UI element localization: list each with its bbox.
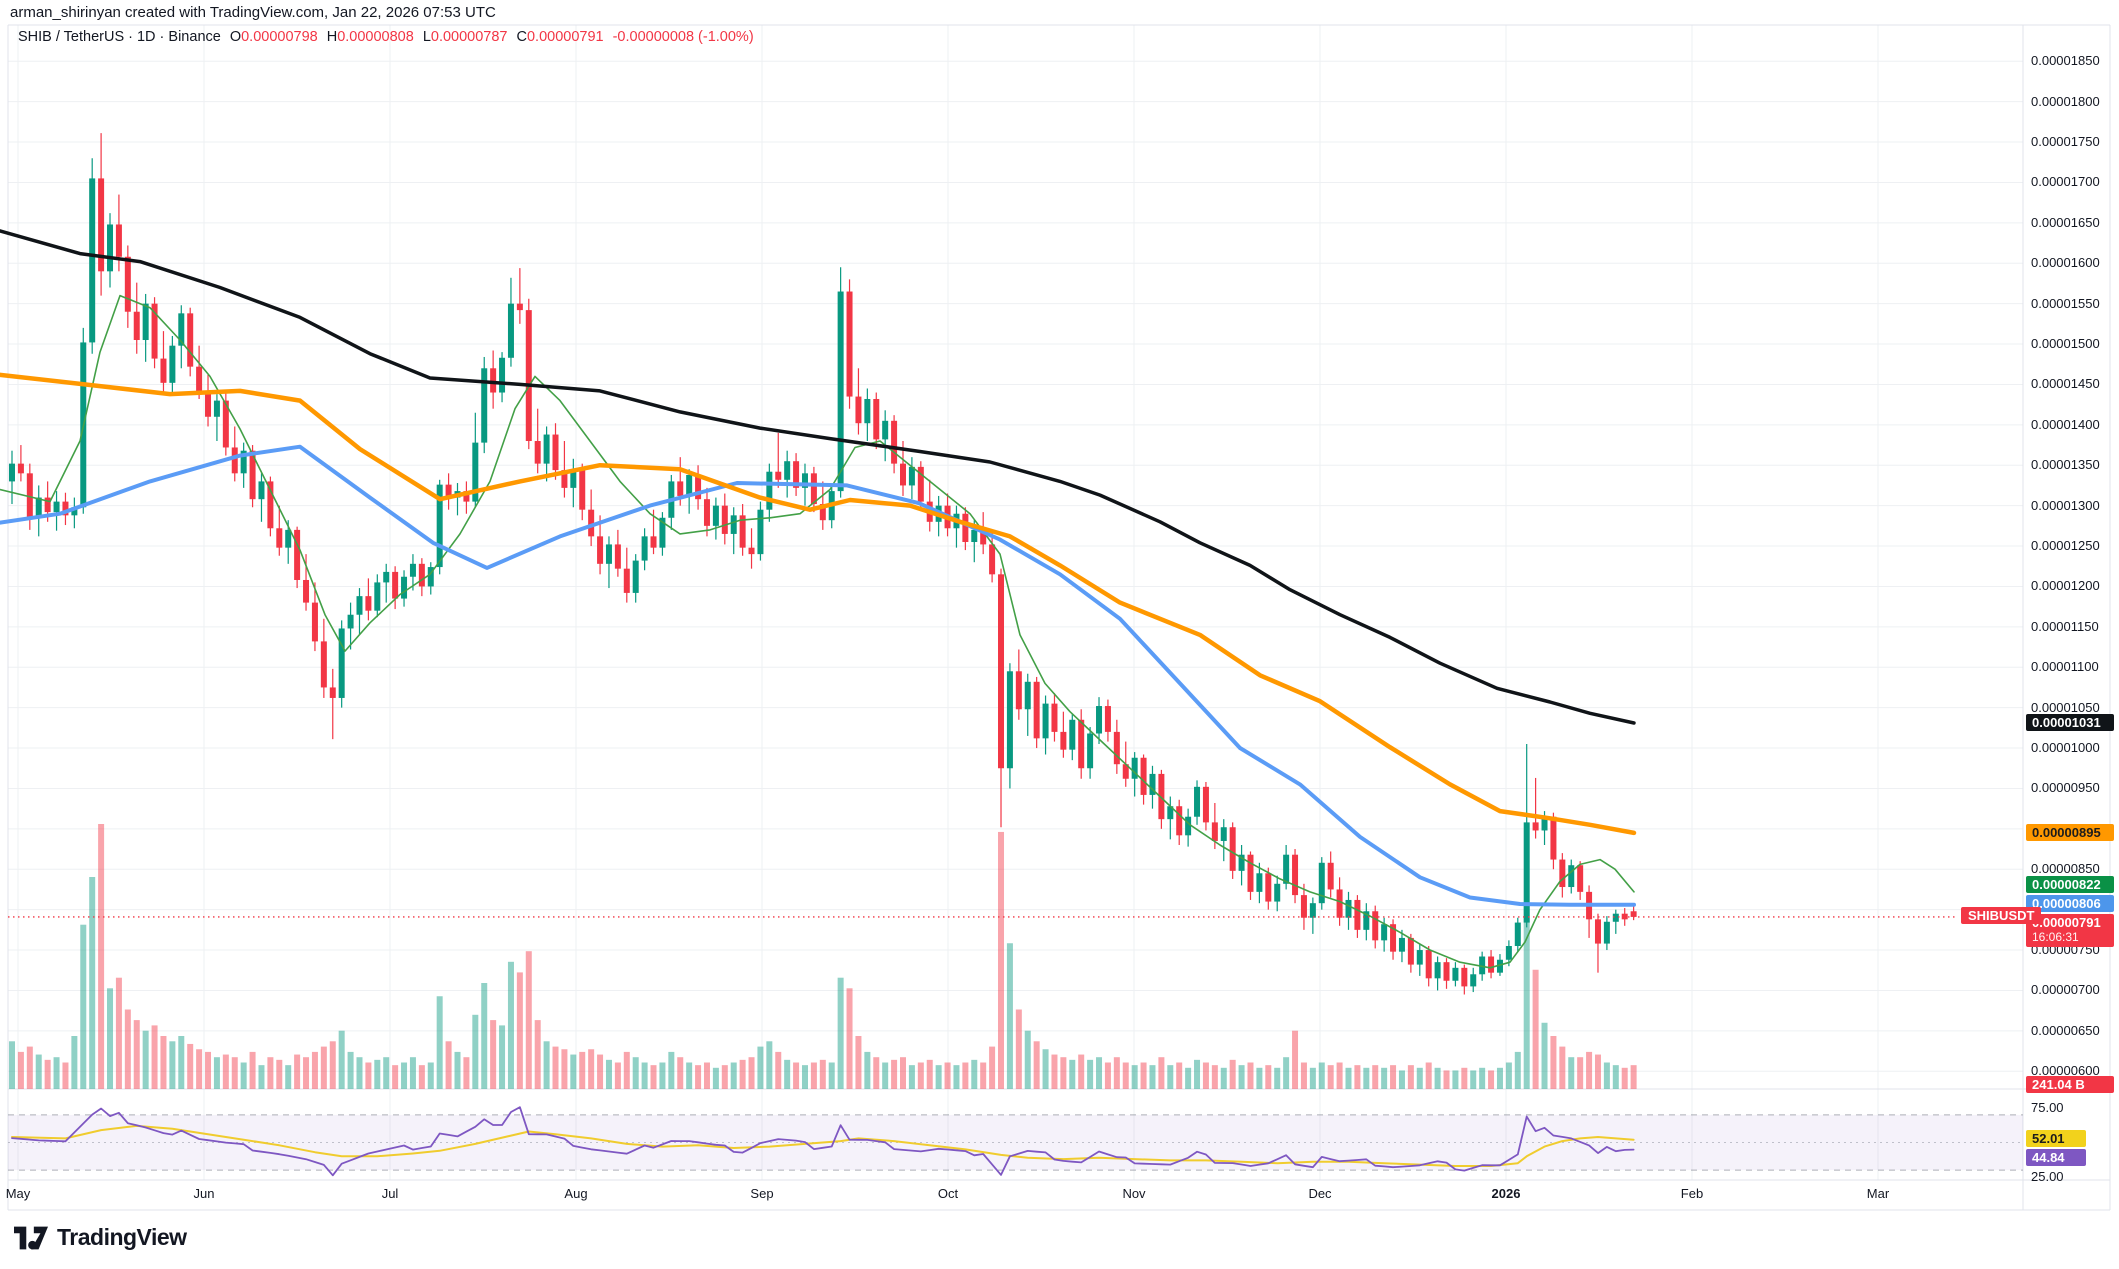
rsi-upper-label: 75.00 — [2031, 1100, 2064, 1115]
time-tick-label[interactable]: Mar — [1866, 1186, 1890, 1201]
low-value: L0.00000787 — [422, 29, 508, 45]
price-tick-label[interactable]: 0.00001550 — [2031, 295, 2100, 311]
price-tick-label[interactable]: 0.00001250 — [2031, 538, 2100, 554]
ohlc-legend: SHIB / TetherUS · 1D · Binance O0.000007… — [18, 29, 754, 45]
time-tick-label[interactable]: 2026 — [1491, 1186, 1521, 1201]
time-tick-label[interactable]: Sep — [750, 1186, 774, 1201]
price-tick-label[interactable]: 0.00001500 — [2031, 336, 2100, 352]
price-tick-label[interactable]: 0.00000850 — [2031, 861, 2100, 877]
rsi-ma-line — [11, 1124, 1635, 1167]
price-tick-label[interactable]: 0.00000950 — [2031, 780, 2100, 796]
last-price-value: 0.00000791 — [2032, 915, 2101, 930]
change-value: -0.00000008 (-1.00%) — [612, 29, 754, 45]
ma-blue-line — [0, 444, 1636, 907]
ma-black-badge: 0.00001031 — [2026, 714, 2114, 731]
price-tick-label[interactable]: 0.00000700 — [2031, 982, 2100, 998]
close-value: C0.00000791 — [516, 29, 604, 45]
price-tick-label[interactable]: 0.00001700 — [2031, 174, 2100, 190]
rsi-line — [11, 1106, 1635, 1177]
symbol-title[interactable]: SHIB / TetherUS · 1D · Binance — [18, 29, 221, 45]
price-tick-label[interactable]: 0.00001100 — [2031, 659, 2099, 675]
price-tick-label[interactable]: 0.00001650 — [2031, 214, 2100, 230]
rsi-ma-badge: 52.01 — [2026, 1130, 2086, 1147]
price-tick-label[interactable]: 0.00001300 — [2031, 497, 2100, 513]
price-tick-label[interactable]: 0.00001350 — [2031, 457, 2100, 473]
ma-blue-badge: 0.00000806 — [2026, 895, 2114, 912]
price-tick-label[interactable]: 0.00001400 — [2031, 416, 2100, 432]
rsi-badge: 44.84 — [2026, 1149, 2086, 1166]
time-tick-label[interactable]: Aug — [564, 1186, 588, 1201]
ma-black-line — [0, 229, 1636, 725]
open-value: O0.00000798 — [229, 29, 318, 45]
volume-layer — [9, 824, 1637, 1089]
time-tick-label[interactable]: Dec — [1308, 1186, 1332, 1201]
ma-orange-line — [0, 372, 1637, 836]
attribution-text: arman_shirinyan created with TradingView… — [10, 4, 496, 21]
grid-layer — [8, 25, 2023, 1180]
time-tick-label[interactable]: Jun — [193, 1186, 215, 1201]
price-tick-label[interactable]: 0.00001450 — [2031, 376, 2100, 392]
symbol-price-marker: SHIBUSDT — [1961, 907, 2042, 924]
time-tick-label[interactable]: May — [5, 1186, 31, 1201]
countdown-timer: 16:06:31 — [2032, 930, 2079, 944]
high-value: H0.00000808 — [326, 29, 414, 45]
tradingview-watermark[interactable]: TradingView — [14, 1224, 187, 1251]
price-tick-label[interactable]: 0.00001750 — [2031, 134, 2100, 150]
rsi-band — [8, 1114, 2023, 1171]
price-tick-label[interactable]: 0.00001600 — [2031, 255, 2100, 271]
ma-green-badge: 0.00000822 — [2026, 876, 2114, 893]
ma-green-line — [0, 294, 1635, 969]
candles-layer — [9, 133, 1637, 995]
tradingview-brand-text: TradingView — [57, 1224, 187, 1250]
time-tick-label[interactable]: Feb — [1680, 1186, 1704, 1201]
pane-borders — [7, 24, 2111, 1211]
tradingview-logo-icon — [14, 1226, 48, 1249]
ma-orange-badge: 0.00000895 — [2026, 824, 2114, 841]
rsi-lower-label: 25.00 — [2031, 1169, 2064, 1184]
price-tick-label[interactable]: 0.00000600 — [2031, 1063, 2100, 1079]
price-tick-label[interactable]: 0.00001050 — [2031, 699, 2100, 715]
time-tick-label[interactable]: Jul — [381, 1186, 399, 1201]
price-tick-label[interactable]: 0.00001200 — [2031, 578, 2100, 594]
price-tick-label[interactable]: 0.00001850 — [2031, 53, 2100, 69]
volume-badge: 241.04 B — [2026, 1076, 2114, 1093]
time-tick-label[interactable]: Oct — [937, 1186, 959, 1201]
price-tick-label[interactable]: 0.00001150 — [2031, 618, 2099, 634]
price-tick-label[interactable]: 0.00001800 — [2031, 93, 2100, 109]
time-tick-label[interactable]: Nov — [1122, 1186, 1146, 1201]
price-tick-label[interactable]: 0.00001000 — [2031, 740, 2100, 756]
price-tick-label[interactable]: 0.00000650 — [2031, 1022, 2100, 1038]
